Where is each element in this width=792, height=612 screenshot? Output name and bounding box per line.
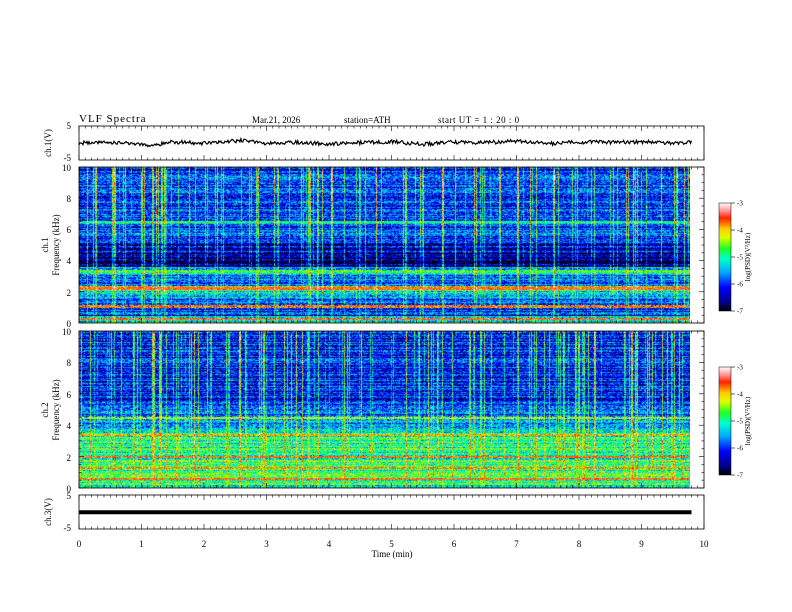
ch2-colorbar-ticks: -3 -4 -5 -6 -7 [731,364,743,480]
colorbar-tick-label: -4 [737,227,743,235]
start-time-label: start UT = 1 : 20 : 0 [438,115,520,125]
time-tick-label: 4 [327,539,332,549]
time-tick-label: 8 [577,539,582,549]
ch2-spectrogram-image [79,331,690,488]
colorbar-tick-label: -7 [737,308,743,316]
ch1-spectrogram-ticks [78,166,705,324]
colorbar-tick-label: -3 [737,364,743,372]
ch2-colorbar-scale [718,366,732,476]
colorbar-tick-label: -5 [737,254,743,262]
ch1-spectrogram-image [79,167,690,323]
ch2-frequency-ylabel: Frequency (kHz) [51,379,61,440]
ch2-ytick-0: 0 [67,484,72,494]
ch1-ytick-8: 8 [67,194,72,204]
ch1-ytick-2: 2 [67,288,72,298]
ch1-colorbar: -3 -4 -5 -6 -7 log(PSD)(V²/Hz) [718,200,752,316]
ch1-frequency-ylabel: Frequency (kHz) [51,214,61,275]
ch1-spectrogram-panel: 0 2 4 6 8 10 ch.1 Frequency (kHz) [40,163,705,329]
ch1-channel-label: ch.1 [40,237,50,252]
time-tick-label: 7 [514,539,519,549]
ch2-ytick-6: 6 [67,390,72,400]
time-tick-label: 3 [264,539,269,549]
ch2-channel-label: ch.2 [40,402,50,417]
colorbar-tick-label: -5 [737,418,743,426]
station-label: station=ATH [344,115,391,125]
ch2-spectrogram-panel: 0 2 4 6 8 10 ch.2 Frequency (kHz) [40,327,705,494]
ch1-ytick-4: 4 [67,256,72,266]
colorbar-tick-label: -3 [737,200,743,208]
record-date: Mar.21, 2026 [252,115,301,125]
ch3-voltage-panel: 5 -5 ch.3(V) [43,491,705,533]
ch1-colorbar-ticks: -3 -4 -5 -6 -7 [731,200,743,316]
figure-title: VLF Spectra [79,113,147,125]
ch1-voltage-x-ticks [78,126,705,160]
time-tick-label: 5 [389,539,394,549]
ch2-ytick-10: 10 [62,327,72,337]
colorbar-tick-label: -6 [737,281,743,289]
ch2-colorbar: -3 -4 -5 -6 -7 log(PSD)(V²/Hz) [718,364,752,480]
colorbar-tick-label: -4 [737,391,743,399]
ch1-spectrogram-frame [78,166,705,324]
ch3-ytick-bottom: -5 [64,523,72,533]
time-tick-label: 0 [77,539,82,549]
ch2-ytick-2: 2 [67,453,72,463]
ch1-ytick-6: 6 [67,225,72,235]
ch1-voltage-ylabel: ch.1(V) [43,129,53,157]
ch1-colorbar-label: log(PSD)(V²/Hz) [744,232,752,281]
time-tick-label: 10 [700,539,710,549]
time-tick-label: 1 [139,539,144,549]
colorbar-tick-label: -6 [737,445,743,453]
ch1-ytick-10: 10 [62,163,72,173]
time-axis-tick-labels: 0 1 2 3 4 5 6 7 8 9 10 [77,539,709,549]
ch3-ytick-top: 5 [67,491,72,501]
time-tick-label: 2 [202,539,207,549]
ch1-voltage-panel: 5 -5 ch.1(V) [43,121,705,163]
time-axis-label: Time (min) [372,549,413,559]
ch1-ytick-0: 0 [67,319,72,329]
ch3-voltage-frame [78,494,705,530]
ch1-ytick-bottom: -5 [64,153,72,163]
time-tick-label: 6 [452,539,457,549]
time-tick-label: 9 [639,539,644,549]
ch1-ytick-top: 5 [67,121,72,131]
ch2-spectrogram-frame [78,330,705,489]
colorbar-tick-label: -7 [737,472,743,480]
ch1-voltage-trace [78,136,693,148]
ch1-colorbar-scale [718,202,732,312]
ch3-voltage-ylabel: ch.3(V) [43,498,53,526]
ch2-colorbar-label: log(PSD)(V²/Hz) [744,396,752,445]
ch2-ytick-4: 4 [67,421,72,431]
ch2-ytick-8: 8 [67,358,72,368]
ch1-voltage-frame [78,125,705,161]
